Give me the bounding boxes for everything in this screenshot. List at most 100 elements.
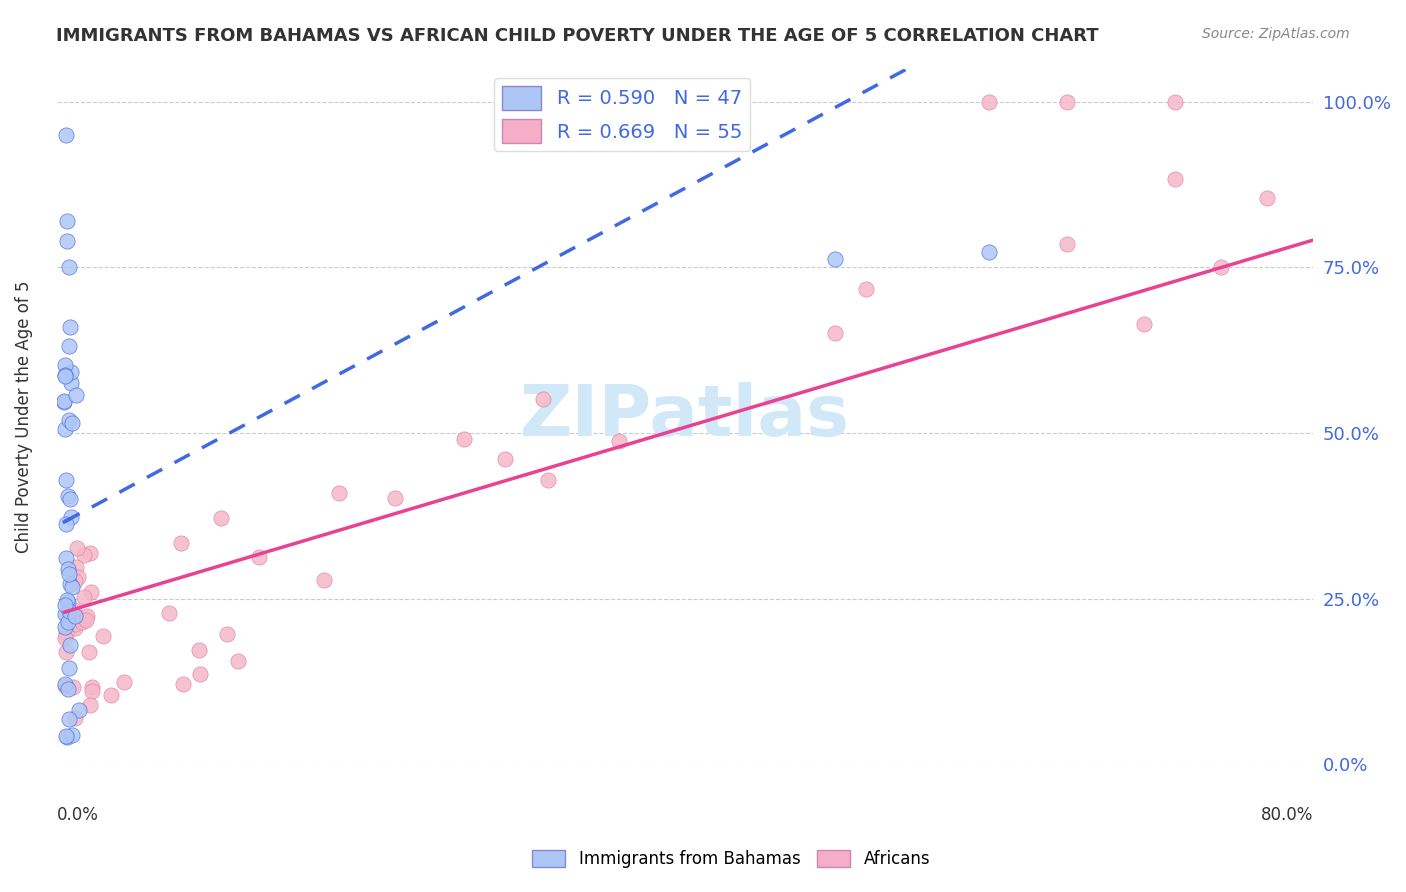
Point [59,376,82,391]
Point [58,566,80,581]
Point [80,683,103,698]
Point [58,661,80,675]
Point [56,595,79,609]
Point [59,320,82,334]
Point [56,593,79,607]
Point [93,629,115,643]
Text: ZIPatlas: ZIPatlas [520,382,851,450]
Point [609,434,631,448]
Point [75,612,97,626]
Point [249,549,271,564]
Point [55,632,77,646]
Point [217,627,239,641]
Point [79,645,101,659]
Point [979,95,1001,109]
Point [53,359,76,373]
Point [56,234,79,248]
Point [855,282,877,296]
Legend: R = 0.590   N = 47, R = 0.669   N = 55: R = 0.590 N = 47, R = 0.669 N = 55 [495,78,749,151]
Point [66,541,89,556]
Point [56,730,79,744]
Point [188,666,211,681]
Point [79,698,101,713]
Point [209,511,232,525]
Point [82,680,104,694]
Point [170,536,193,550]
Point [55,128,77,142]
Point [531,392,554,407]
Point [112,674,135,689]
Point [55,516,77,531]
Point [73,548,96,562]
Point [1209,260,1232,274]
Point [58,413,80,427]
Point [58,339,80,353]
Point [55,550,77,565]
Point [824,252,846,267]
Point [979,245,1001,260]
Point [494,452,516,467]
Point [55,729,77,743]
Point [172,677,194,691]
Text: Source: ZipAtlas.com: Source: ZipAtlas.com [1202,27,1350,41]
Point [58,260,80,275]
Point [453,432,475,446]
Point [100,688,122,702]
Point [1163,95,1185,109]
Point [65,621,87,635]
Point [53,676,76,690]
Point [53,607,76,622]
Point [80,585,103,599]
Point [58,491,80,506]
Point [55,626,77,640]
Point [53,393,76,408]
Point [65,608,87,623]
Point [65,559,87,574]
Point [60,728,83,742]
Legend: Immigrants from Bahamas, Africans: Immigrants from Bahamas, Africans [526,843,936,875]
Point [56,214,79,228]
Point [62,417,84,431]
Point [56,615,79,630]
Point [312,574,335,588]
Point [56,489,79,503]
Y-axis label: Child Poverty Under the Age of 5: Child Poverty Under the Age of 5 [15,280,32,553]
Point [75,613,97,627]
Point [72,591,94,605]
Point [328,486,350,500]
Point [55,473,77,487]
Point [1256,191,1278,205]
Point [59,365,82,379]
Point [58,712,80,726]
Point [53,679,76,693]
Point [53,599,76,613]
Point [63,616,86,631]
Point [188,643,211,657]
Point [1056,237,1078,252]
Point [53,620,76,634]
Text: 80.0%: 80.0% [1261,806,1313,824]
Point [60,580,83,594]
Point [53,394,76,409]
Text: IMMIGRANTS FROM BAHAMAS VS AFRICAN CHILD POVERTY UNDER THE AGE OF 5 CORRELATION : IMMIGRANTS FROM BAHAMAS VS AFRICAN CHILD… [56,27,1099,45]
Point [157,606,180,620]
Text: 0.0%: 0.0% [56,806,98,824]
Point [65,574,87,589]
Point [65,711,87,725]
Point [55,422,77,436]
Point [56,562,79,576]
Point [824,326,846,340]
Point [56,681,79,696]
Point [65,388,87,402]
Point [1132,317,1154,331]
Point [1056,95,1078,109]
Point [76,609,98,624]
Point [79,546,101,560]
Point [226,654,249,668]
Point [59,577,82,591]
Point [55,645,77,659]
Point [1163,172,1185,186]
Point [70,615,93,629]
Point [66,570,89,584]
Point [58,604,80,618]
